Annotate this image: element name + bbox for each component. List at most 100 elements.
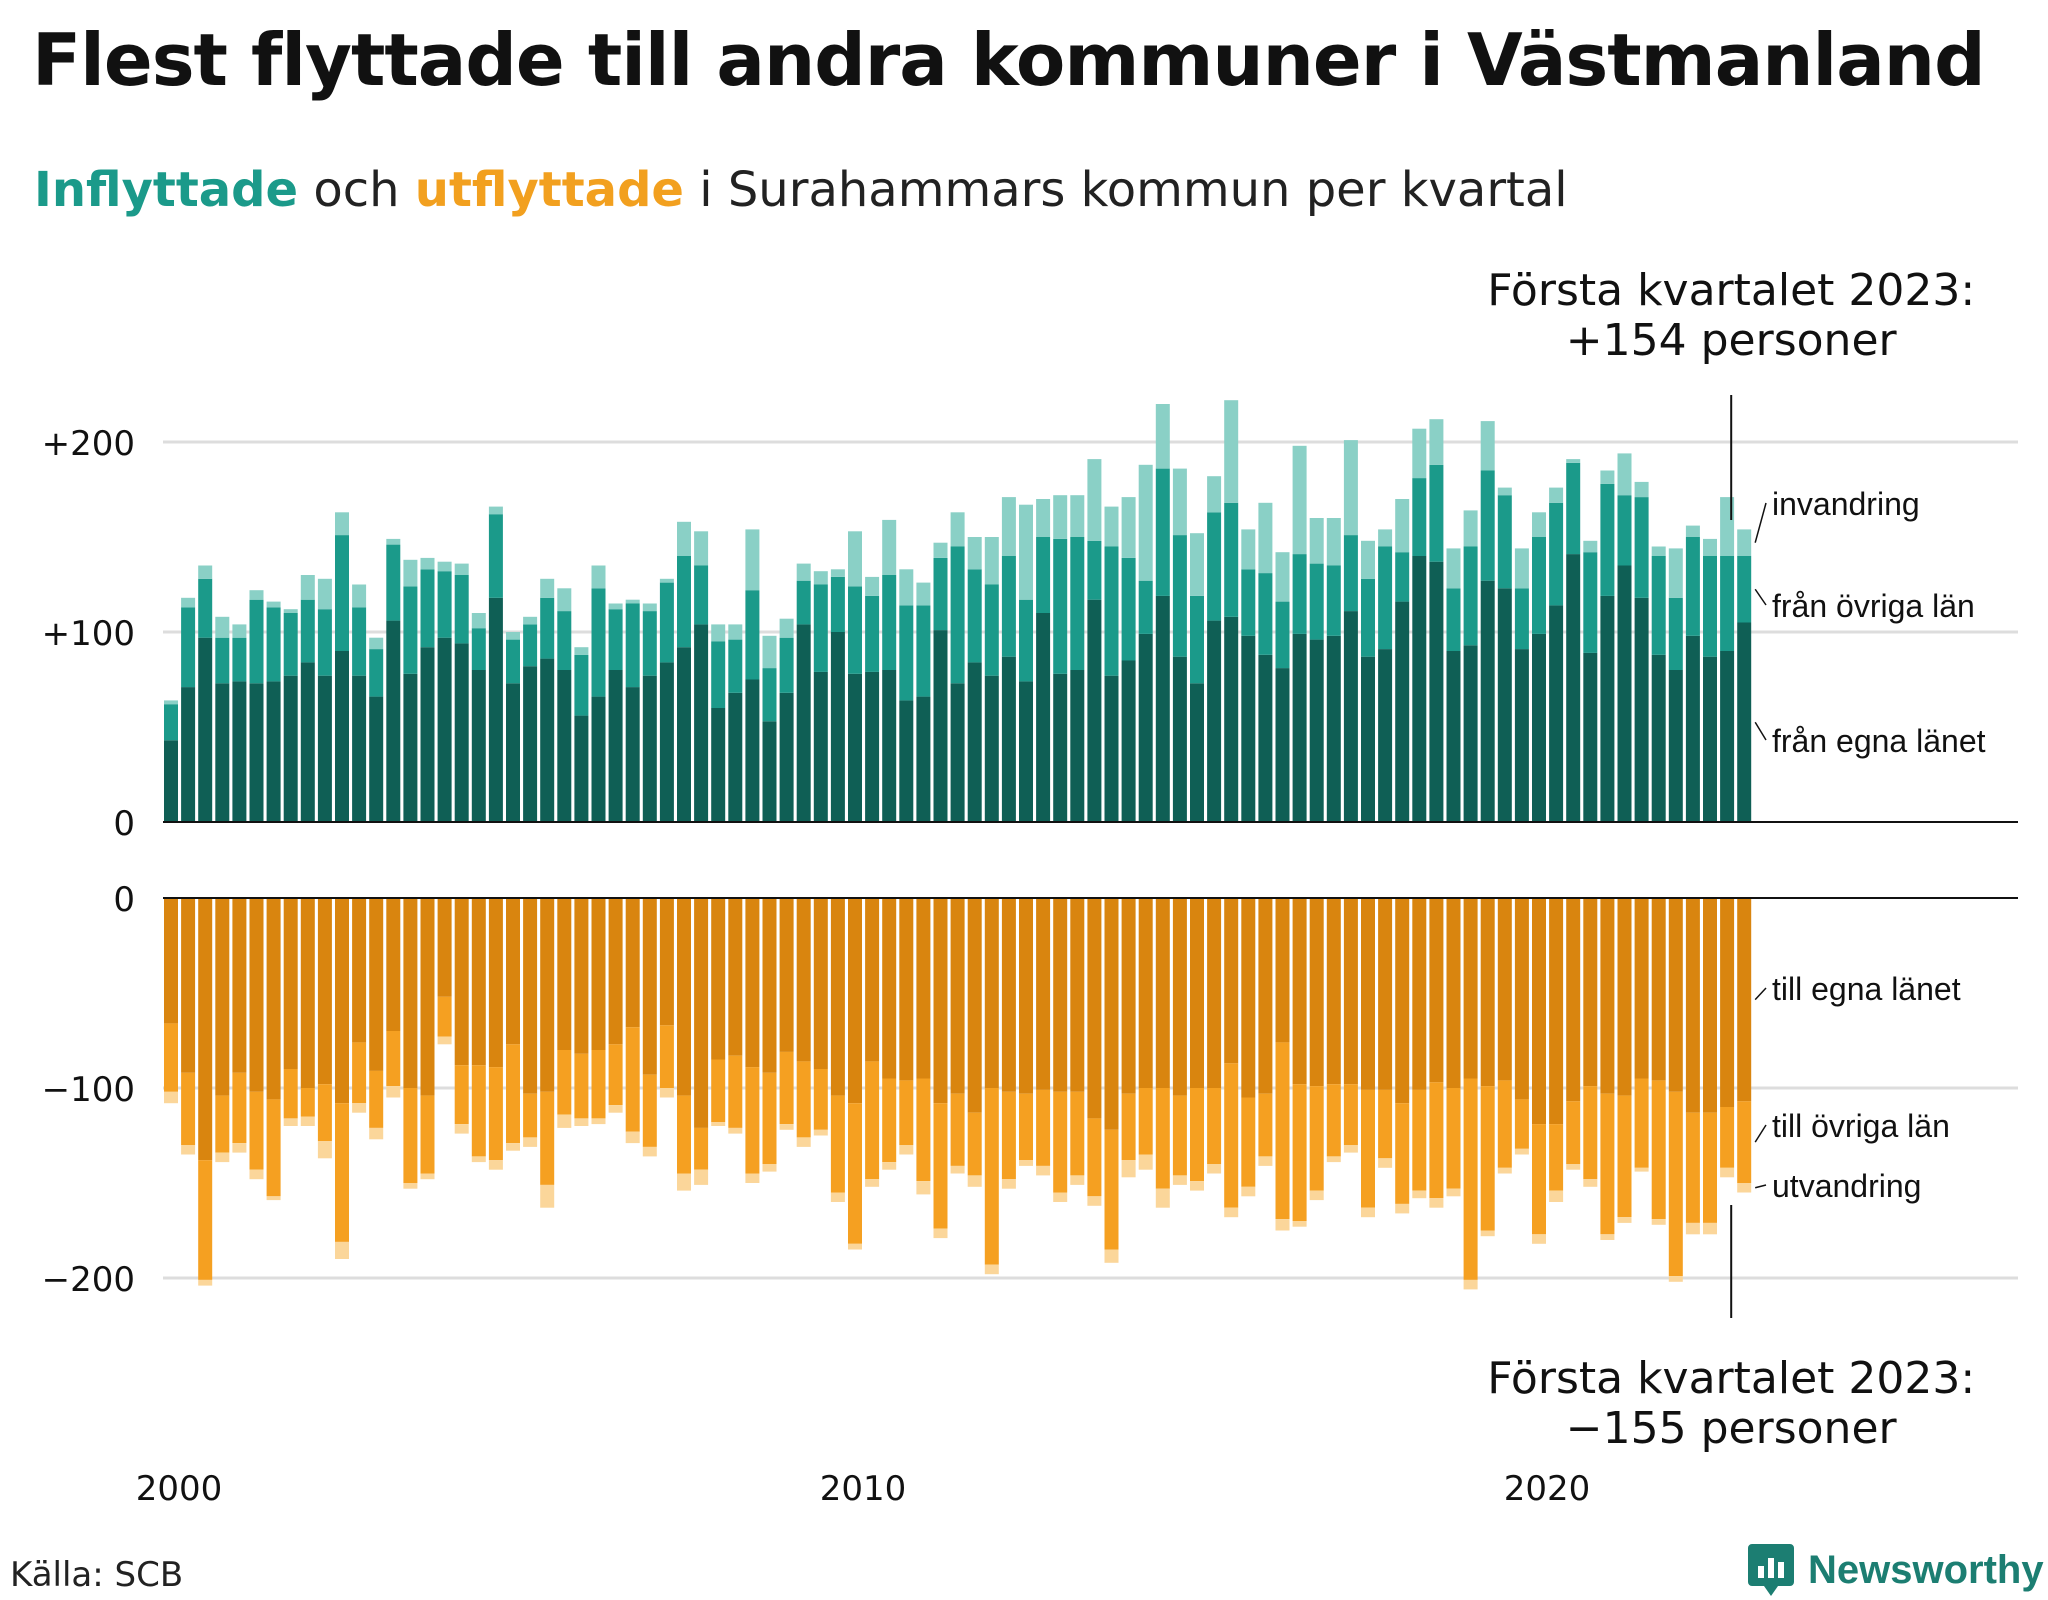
bar-segment [779,618,794,638]
bar-segment [1326,1084,1341,1157]
bar-segment [1600,470,1615,484]
bar-segment [1070,495,1085,537]
bar-segment [506,632,520,640]
bar-segment [1549,1124,1564,1191]
bar-segment [933,630,948,822]
bar-segment [1275,1219,1290,1231]
bar-segment [283,613,298,676]
bar-segment [608,1105,623,1113]
bar-segment [642,611,657,676]
bar-segment [1087,540,1102,600]
bar-segment [1155,468,1170,596]
bar-segment [1207,512,1222,621]
newsworthy-icon [1748,1544,1794,1596]
bar-segment [1668,548,1683,598]
y-tick-label: +200 [42,424,135,464]
x-tick-label: 2010 [820,1469,907,1509]
bar-segment [1172,1175,1187,1185]
bar-segment [283,609,298,613]
bar-segment [471,613,486,629]
bar-segment [1720,898,1735,1107]
bar-segment [437,561,452,572]
bar-segment [967,537,982,570]
bar-segment [232,637,247,682]
bar-segment [659,582,674,663]
bar-segment [369,1127,384,1140]
bar-segment [916,898,931,1079]
bar-segment [1737,556,1752,623]
bar-segment [574,1118,589,1126]
bar-segment [1429,561,1444,822]
bar-segment [283,1118,298,1126]
bar-segment [1207,1164,1222,1174]
bar-segment [728,639,743,693]
bar-segment [608,603,623,610]
bar-segment [984,675,999,822]
bar-segment [198,898,213,1161]
bar-segment [1480,1086,1495,1231]
bar-segment [1292,1221,1307,1227]
bar-segment [266,1196,281,1201]
bar-segment [369,649,384,697]
bar-segment [1070,1175,1085,1185]
bar-segment [796,624,811,822]
bar-segment [1651,654,1666,822]
bar-segment [865,576,880,596]
bar-segment [1190,898,1204,1088]
bar-segment [403,559,418,587]
bar-segment [1651,556,1666,655]
bar-segment [1497,898,1512,1081]
series-label: från egna länet [1772,723,1986,759]
bar-segment [1685,635,1700,822]
bar-segment [317,1141,332,1159]
bar-segment [608,1044,623,1106]
bar-segment [694,1169,709,1185]
bar-segment [1172,468,1187,536]
bar-segment [1121,1093,1136,1161]
bar-segment [625,603,640,688]
bar-segment [386,898,401,1031]
bar-segment [437,571,452,638]
bar-segment [1583,552,1598,653]
bar-segment [694,565,709,625]
bar-segment [181,1072,196,1145]
bar-segment [181,607,196,688]
bar-segment [848,586,862,674]
bar-segment [1138,464,1153,581]
bar-segment [642,603,657,612]
bar-segment [523,898,538,1094]
bar-segment [266,601,281,608]
bar-segment [506,683,520,822]
bar-segment [386,620,401,822]
bar-segment [1138,633,1153,822]
bar-segment [1053,1192,1068,1202]
bar-segment [1429,1198,1444,1208]
bar-segment [728,1055,743,1128]
bar-segment [454,1065,469,1125]
bar-segment [1737,1101,1752,1183]
bar-segment [1429,464,1444,562]
bar-segment [830,576,845,632]
bar-segment [882,575,897,670]
bar-segment [181,898,196,1073]
bar-segment [933,542,948,558]
bar-segment [1121,497,1136,558]
bar-segment [249,683,264,822]
bar-segment [1036,1165,1051,1176]
bar-segment [1703,1222,1717,1235]
bar-segment [1019,1160,1033,1166]
bar-segment [745,1067,760,1174]
bar-segment [317,675,332,822]
bar-segment [745,898,760,1068]
bar-segment [848,673,862,822]
bar-segment [1104,546,1119,676]
bar-segment [1207,898,1222,1088]
bar-segment [1668,1276,1683,1282]
bar-segment [471,670,486,822]
bar-segment [266,607,281,682]
bar-segment [1241,1186,1256,1197]
bar-segment [1378,546,1393,650]
bar-segment [317,609,332,676]
bar-segment [335,535,349,651]
bar-segment [1668,1091,1683,1277]
